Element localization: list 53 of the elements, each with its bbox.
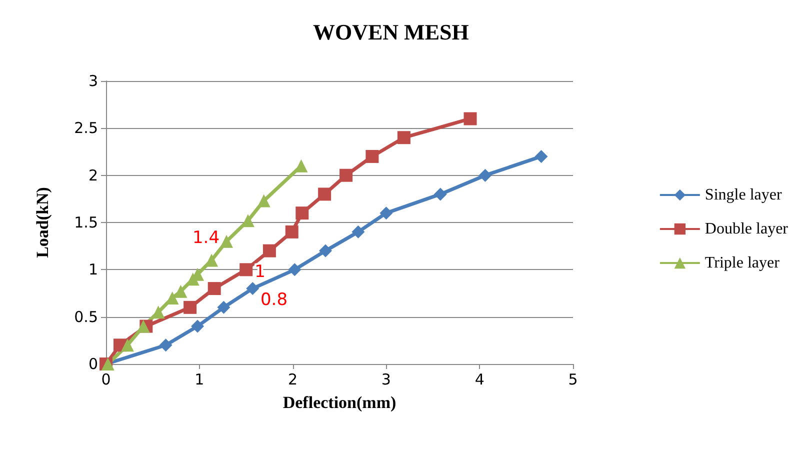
point — [166, 291, 179, 304]
x-tick-label: 4 — [474, 370, 484, 388]
point — [318, 244, 332, 258]
x-tick-label: 5 — [568, 370, 578, 388]
point — [184, 300, 197, 314]
annotation: 1 — [254, 262, 266, 282]
point — [220, 234, 233, 248]
point — [191, 320, 204, 333]
legend-label: Triple layer — [704, 254, 780, 272]
y-tick-label: 2 — [88, 166, 98, 184]
point — [288, 263, 302, 276]
point — [246, 282, 260, 296]
point — [136, 320, 150, 333]
y-tick-label: 0.5 — [74, 308, 98, 326]
legend-label: Single layer — [704, 186, 782, 204]
point — [217, 300, 230, 314]
point — [366, 150, 379, 163]
point — [257, 194, 270, 208]
point — [464, 112, 477, 126]
point — [296, 206, 309, 220]
x-tick-label: 0 — [101, 370, 111, 388]
chart-title: WOVEN MESH — [313, 20, 469, 44]
point — [397, 131, 410, 144]
annotation: 1.4 — [192, 228, 220, 248]
point — [434, 188, 447, 201]
point — [120, 338, 134, 352]
point — [174, 284, 188, 298]
y-axis-title: Load(kN) — [33, 187, 52, 258]
point — [352, 225, 365, 238]
annotation: 0.8 — [260, 290, 288, 310]
legend-label: Double layer — [704, 220, 789, 238]
point — [240, 263, 253, 276]
point — [159, 338, 172, 352]
y-tick-label: 0 — [88, 355, 98, 373]
point — [285, 225, 298, 238]
point — [262, 244, 276, 258]
x-tick-label: 2 — [288, 370, 298, 388]
point — [152, 306, 165, 319]
point — [380, 206, 393, 220]
y-tick-label: 1 — [88, 260, 98, 279]
point — [205, 254, 218, 267]
y-tick-label: 3 — [88, 72, 98, 90]
x-tick-label: 1 — [194, 370, 204, 388]
point — [340, 168, 353, 182]
point — [294, 159, 308, 172]
y-tick-label: 1.5 — [74, 214, 98, 232]
point — [478, 168, 492, 182]
point — [318, 188, 332, 201]
x-axis-title: Deflection(mm) — [282, 393, 396, 412]
point — [534, 150, 548, 163]
point — [208, 282, 221, 296]
x-tick-label: 3 — [381, 370, 391, 388]
y-tick-label: 2.5 — [74, 119, 98, 138]
